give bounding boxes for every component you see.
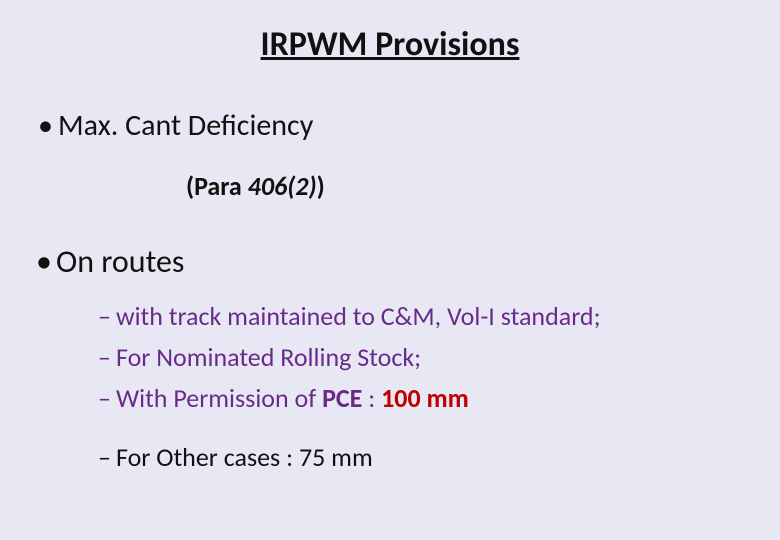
sub-bullet-text: For Nominated Rolling Stock; bbox=[116, 341, 421, 373]
dash-icon: – bbox=[98, 340, 116, 375]
value-100mm: 100 mm bbox=[381, 382, 469, 414]
sub-bullet-pce-permission: –With Permission of PCE : 100 mm bbox=[98, 381, 752, 416]
sub-bullet-group: –with track maintained to C&M, Vol-I sta… bbox=[28, 299, 752, 475]
dash-icon: – bbox=[98, 440, 116, 475]
sub-bullet-other-cases: –For Other cases : 75 mm bbox=[98, 440, 752, 475]
bullet-text: Max. Cant Deficiency bbox=[58, 107, 313, 144]
pce-label: PCE bbox=[322, 382, 362, 414]
bullet-dot-icon: • bbox=[36, 242, 56, 281]
dash-icon: – bbox=[98, 299, 116, 334]
bullet-dot-icon: • bbox=[38, 107, 58, 144]
sub-bullet-rolling-stock: –For Nominated Rolling Stock; bbox=[98, 340, 752, 375]
sub-bullet-pre: With Permission of bbox=[116, 382, 322, 414]
sep: : bbox=[362, 382, 381, 414]
dash-icon: – bbox=[98, 381, 116, 416]
slide: IRPWM Provisions •Max. Cant Deficiency (… bbox=[0, 0, 780, 540]
bullet-level1-on-routes: •On routes bbox=[28, 242, 752, 281]
slide-title: IRPWM Provisions bbox=[28, 24, 752, 65]
sub-bullet-track-standard: –with track maintained to C&M, Vol-I sta… bbox=[98, 299, 752, 334]
bullet-text: On routes bbox=[56, 242, 184, 281]
value-75mm: 75 mm bbox=[299, 441, 373, 473]
bullet-level1-cant-deficiency: •Max. Cant Deficiency bbox=[28, 107, 752, 144]
para-reference: (Para 406(2)) bbox=[28, 170, 752, 202]
sub-bullet-pre: For Other cases : bbox=[116, 441, 299, 473]
para-ref: 406(2) bbox=[248, 170, 317, 202]
para-open: (Para bbox=[186, 170, 248, 202]
para-close: ) bbox=[317, 170, 325, 202]
sub-bullet-text: with track maintained to C&M, Vol-I stan… bbox=[116, 300, 601, 332]
